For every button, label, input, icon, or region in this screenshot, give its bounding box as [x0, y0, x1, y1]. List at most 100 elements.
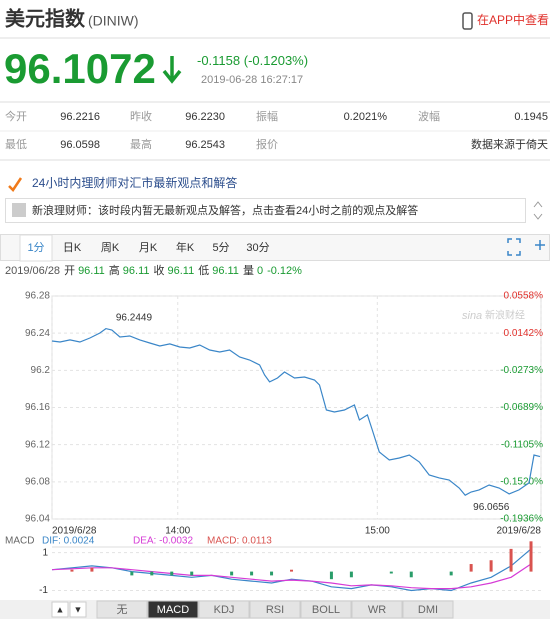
- y-tick-label: 96.16: [25, 402, 50, 413]
- macd-bar: [389, 571, 393, 574]
- stat-value: 96.2543: [185, 139, 225, 151]
- x-tick-label: 14:00: [165, 526, 190, 537]
- scroll-arrows[interactable]: [533, 201, 543, 220]
- annotation: 96.2449: [116, 312, 153, 323]
- news-heading[interactable]: 24小时内理财师对汇市最新观点和解答: [32, 175, 237, 190]
- tab[interactable]: 30分: [246, 241, 269, 254]
- legend-entry: MACD: 0.0113: [207, 536, 272, 547]
- stat-value: 96.0598: [60, 139, 100, 151]
- notice[interactable]: 新浪理财师：该时段内暂无最新观点及解答，点击查看24小时之前的观点及解答: [32, 203, 418, 217]
- info-date: 2019/06/28: [5, 265, 60, 277]
- macd-bar: [130, 571, 134, 576]
- arrow-button[interactable]: [69, 601, 87, 618]
- info-value: 96.11: [123, 265, 150, 277]
- legend-entry: DIF: 0.0024: [42, 536, 95, 547]
- info-value: 0: [257, 265, 263, 277]
- macd-bar: [270, 571, 274, 576]
- legend-entry: DEA: -0.0032: [133, 536, 193, 547]
- tab[interactable]: 年K: [176, 240, 195, 254]
- macd-bar: [70, 569, 74, 572]
- y2-tick-label: 0.0558%: [504, 291, 544, 302]
- y-tick-label: 96.2: [31, 365, 51, 376]
- watermark-logo: sina: [462, 310, 482, 322]
- y-tick-label: 96.04: [25, 514, 50, 525]
- tab[interactable]: 日K: [63, 242, 82, 254]
- arrow[interactable]: ▼: [74, 604, 83, 614]
- phone-icon: [462, 12, 473, 30]
- arrow-button[interactable]: [51, 601, 69, 618]
- indicator-tab[interactable]: [249, 600, 301, 619]
- news-icon: [8, 177, 23, 192]
- stat-value: 0.2021%: [344, 111, 388, 123]
- info-label: 收: [154, 263, 165, 277]
- notice-icon: [12, 203, 26, 217]
- stat-label: 波幅: [418, 110, 440, 123]
- macd-bar: [529, 541, 533, 572]
- macd-title: MACD: [5, 536, 34, 547]
- macd-bar: [409, 571, 413, 578]
- y2-tick-label: -0.1105%: [501, 439, 543, 450]
- y-tick-label: 1: [42, 547, 48, 558]
- x-tick-label: 15:00: [365, 526, 390, 537]
- indicator-tab[interactable]: [198, 600, 250, 619]
- active-tab: [19, 234, 53, 262]
- info-label: 高: [109, 263, 120, 277]
- fullscreen-icons[interactable]: [507, 238, 545, 256]
- info-change: -0.12%: [267, 265, 302, 277]
- code: (DINIW): [88, 13, 139, 29]
- tab-bar: [0, 234, 550, 261]
- indicator-label[interactable]: MACD: [157, 604, 189, 616]
- y2-tick-label: -0.1520%: [500, 476, 543, 487]
- indicator-tab[interactable]: [147, 600, 199, 619]
- macd-bar: [489, 560, 493, 572]
- arrow[interactable]: ▲: [56, 604, 65, 614]
- macd-bar: [230, 571, 234, 576]
- info-line: 2019/06/28 开 96.11 高 96.11 收 96.11 低 96.11 量 0 -0.1…: [5, 263, 302, 277]
- macd-bar: [449, 571, 453, 576]
- title: 美元指数: [5, 6, 86, 30]
- stat-label: 振幅: [256, 109, 278, 123]
- y-tick-label: 96.08: [25, 476, 50, 487]
- macd-bar: [190, 571, 194, 576]
- stat-label: 报价: [256, 137, 278, 151]
- stat-value: 96.2216: [60, 111, 100, 123]
- info-value: 96.11: [78, 265, 105, 277]
- macd-bar: [469, 564, 473, 572]
- stat-value: 96.2230: [185, 111, 225, 123]
- macd-bar: [90, 567, 94, 572]
- stat-label: 最高: [130, 137, 152, 151]
- indicator-tab[interactable]: [402, 600, 454, 619]
- indicator-tab[interactable]: [96, 600, 148, 619]
- indicator-tab[interactable]: [300, 600, 352, 619]
- macd-bar: [150, 571, 154, 576]
- app-link[interactable]: 在APP中查看: [477, 12, 549, 27]
- y-tick-label: 96.12: [25, 439, 50, 450]
- y2-tick-label: -0.0273%: [500, 365, 543, 376]
- indicator-label[interactable]: KDJ: [214, 604, 235, 616]
- y2-tick-label: -0.1936%: [500, 514, 543, 525]
- macd-bar: [170, 571, 174, 576]
- price-line: [51, 327, 541, 496]
- tab[interactable]: 5分: [212, 241, 229, 254]
- tab[interactable]: 月K: [139, 242, 158, 254]
- macd-bar: [290, 569, 294, 572]
- indicator-label[interactable]: 无: [117, 604, 128, 616]
- macd-line: [51, 548, 532, 592]
- macd-bar: [329, 571, 333, 580]
- macd-bar: [509, 548, 513, 572]
- macd-line: [51, 563, 532, 590]
- indicator-label[interactable]: WR: [368, 604, 386, 616]
- indicator-tab[interactable]: [351, 600, 403, 619]
- stat-label: 今开: [5, 109, 27, 123]
- tab[interactable]: 周K: [101, 241, 120, 254]
- info-value: 96.11: [212, 265, 239, 277]
- indicator-label[interactable]: BOLL: [312, 604, 340, 616]
- tab[interactable]: 1分: [27, 241, 44, 254]
- indicator-label[interactable]: DMI: [418, 604, 438, 616]
- notice-box[interactable]: [5, 198, 526, 223]
- change-value: -0.1158: [197, 53, 240, 68]
- indicator-label[interactable]: RSI: [266, 604, 284, 616]
- info-label: 低: [198, 264, 209, 277]
- y2-tick-label: 0.0142%: [504, 328, 544, 339]
